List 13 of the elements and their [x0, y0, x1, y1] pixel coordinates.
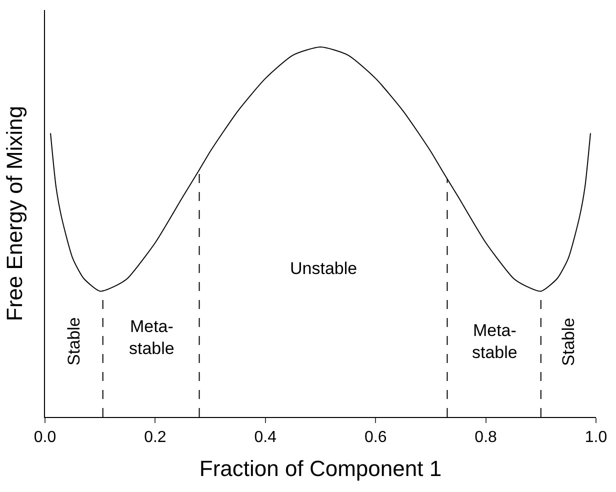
x-tick-label: 0.4	[254, 429, 277, 446]
x-tick-label: 0.2	[144, 429, 166, 446]
annotation: Stable	[64, 317, 84, 366]
annotation: Stable	[558, 318, 578, 366]
x-axis-title: Fraction of Component 1	[199, 456, 442, 482]
y-axis-title: Free Energy of Mixing	[2, 106, 27, 322]
x-tick-label: 0.6	[364, 429, 387, 446]
x-tick-label: 0.8	[474, 429, 498, 446]
annotation: Unstable	[290, 259, 358, 278]
annotation: Meta- stable	[129, 317, 174, 358]
x-tick-label: 1.0	[584, 429, 608, 446]
annotation: Meta- stable	[472, 321, 518, 362]
x-tick-label: 0.0	[34, 429, 56, 446]
